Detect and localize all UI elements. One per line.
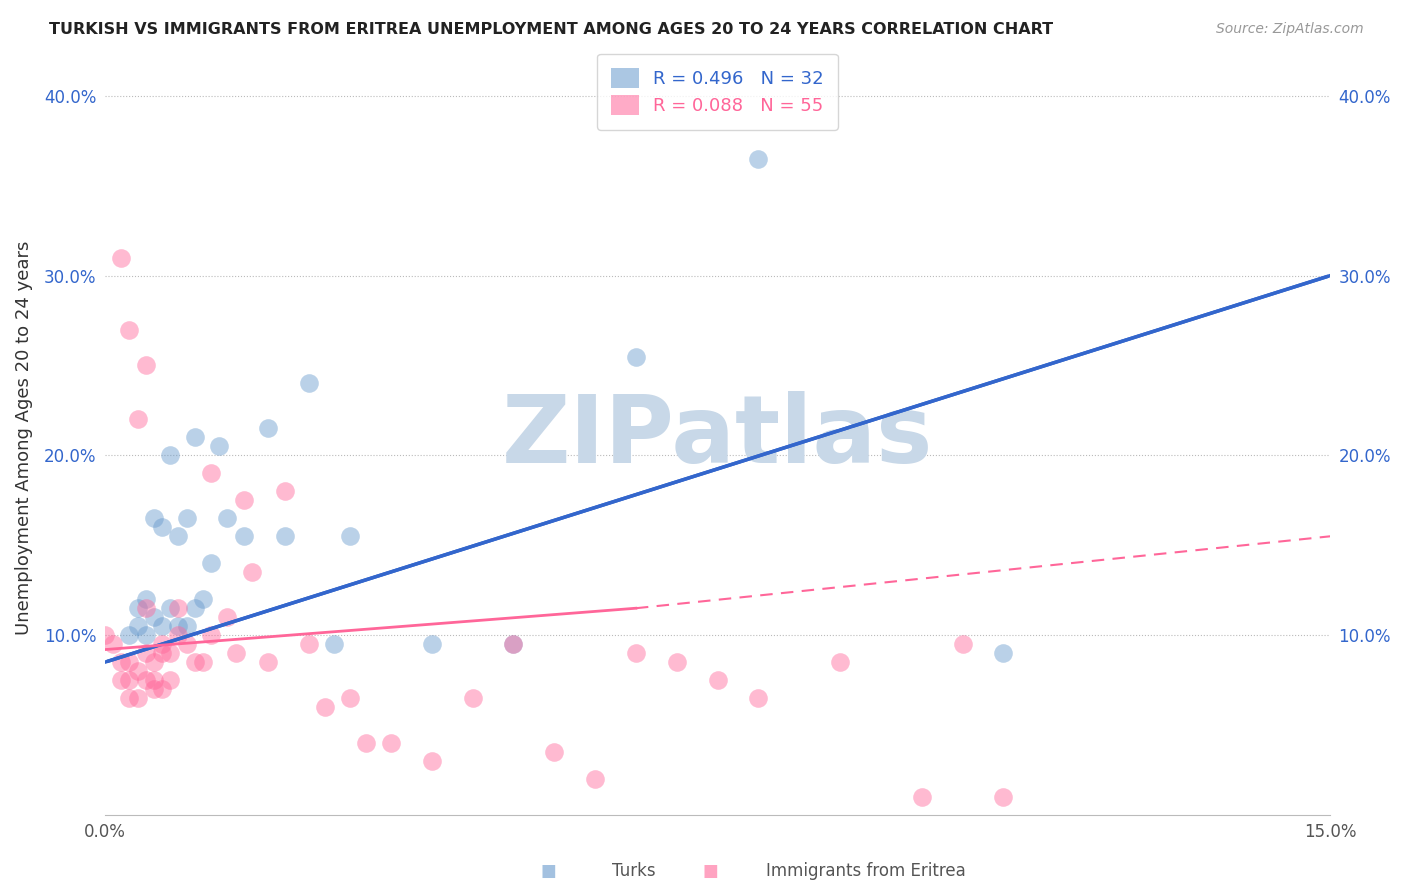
Point bbox=[624, 646, 647, 660]
Point bbox=[127, 664, 149, 678]
Point bbox=[142, 673, 165, 687]
Point bbox=[952, 637, 974, 651]
Text: Immigrants from Eritrea: Immigrants from Eritrea bbox=[766, 862, 966, 880]
Point bbox=[208, 439, 231, 453]
Point bbox=[167, 529, 190, 543]
Point bbox=[380, 736, 402, 750]
Point bbox=[217, 610, 239, 624]
Point bbox=[339, 529, 361, 543]
Point bbox=[118, 655, 141, 669]
Point bbox=[217, 511, 239, 525]
Point bbox=[200, 628, 222, 642]
Point bbox=[142, 682, 165, 697]
Point bbox=[747, 152, 769, 166]
Text: ZIPatlas: ZIPatlas bbox=[502, 392, 934, 483]
Point bbox=[184, 430, 207, 444]
Point bbox=[420, 637, 443, 651]
Point bbox=[191, 592, 214, 607]
Point bbox=[184, 601, 207, 615]
Point bbox=[911, 790, 934, 805]
Point bbox=[176, 619, 198, 633]
Text: ■: ■ bbox=[702, 862, 718, 880]
Legend: R = 0.496   N = 32, R = 0.088   N = 55: R = 0.496 N = 32, R = 0.088 N = 55 bbox=[598, 54, 838, 129]
Point bbox=[747, 691, 769, 706]
Point bbox=[225, 646, 247, 660]
Text: Source: ZipAtlas.com: Source: ZipAtlas.com bbox=[1216, 22, 1364, 37]
Point bbox=[167, 601, 190, 615]
Point bbox=[159, 673, 181, 687]
Point bbox=[142, 610, 165, 624]
Point bbox=[150, 637, 173, 651]
Point bbox=[356, 736, 378, 750]
Point bbox=[184, 655, 207, 669]
Point bbox=[110, 673, 132, 687]
Point bbox=[298, 637, 321, 651]
Text: Turks: Turks bbox=[612, 862, 655, 880]
Point bbox=[706, 673, 728, 687]
Point bbox=[624, 350, 647, 364]
Point bbox=[257, 655, 280, 669]
Point bbox=[322, 637, 344, 651]
Point bbox=[339, 691, 361, 706]
Point bbox=[461, 691, 484, 706]
Point bbox=[150, 682, 173, 697]
Point bbox=[257, 421, 280, 435]
Point bbox=[142, 655, 165, 669]
Point bbox=[502, 637, 524, 651]
Point bbox=[543, 745, 565, 759]
Point bbox=[298, 376, 321, 391]
Point bbox=[159, 601, 181, 615]
Point bbox=[118, 322, 141, 336]
Point bbox=[118, 691, 141, 706]
Point bbox=[502, 637, 524, 651]
Point bbox=[110, 655, 132, 669]
Point bbox=[159, 646, 181, 660]
Point bbox=[150, 646, 173, 660]
Point bbox=[200, 556, 222, 570]
Point bbox=[176, 637, 198, 651]
Point bbox=[142, 511, 165, 525]
Point bbox=[127, 601, 149, 615]
Point bbox=[135, 359, 157, 373]
Point bbox=[993, 790, 1015, 805]
Point bbox=[101, 637, 124, 651]
Point bbox=[159, 449, 181, 463]
Point bbox=[240, 566, 263, 580]
Point bbox=[828, 655, 851, 669]
Y-axis label: Unemployment Among Ages 20 to 24 years: Unemployment Among Ages 20 to 24 years bbox=[15, 240, 32, 634]
Point bbox=[273, 484, 295, 499]
Point bbox=[314, 700, 336, 714]
Point bbox=[118, 628, 141, 642]
Point bbox=[135, 673, 157, 687]
Point bbox=[420, 754, 443, 768]
Point bbox=[583, 772, 606, 786]
Point bbox=[167, 628, 190, 642]
Point bbox=[232, 529, 254, 543]
Point bbox=[273, 529, 295, 543]
Point bbox=[127, 619, 149, 633]
Point bbox=[127, 412, 149, 426]
Point bbox=[94, 628, 117, 642]
Point bbox=[232, 493, 254, 508]
Point bbox=[135, 628, 157, 642]
Point bbox=[127, 691, 149, 706]
Point bbox=[150, 619, 173, 633]
Text: TURKISH VS IMMIGRANTS FROM ERITREA UNEMPLOYMENT AMONG AGES 20 TO 24 YEARS CORREL: TURKISH VS IMMIGRANTS FROM ERITREA UNEMP… bbox=[49, 22, 1053, 37]
Text: ■: ■ bbox=[540, 862, 557, 880]
Point bbox=[110, 251, 132, 265]
Point bbox=[167, 619, 190, 633]
Point bbox=[135, 592, 157, 607]
Point bbox=[135, 646, 157, 660]
Point bbox=[665, 655, 688, 669]
Point bbox=[135, 601, 157, 615]
Point bbox=[993, 646, 1015, 660]
Point bbox=[200, 467, 222, 481]
Point bbox=[118, 673, 141, 687]
Point bbox=[176, 511, 198, 525]
Point bbox=[150, 520, 173, 534]
Point bbox=[191, 655, 214, 669]
